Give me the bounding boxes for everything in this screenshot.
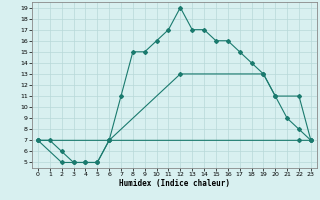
X-axis label: Humidex (Indice chaleur): Humidex (Indice chaleur) xyxy=(119,179,230,188)
